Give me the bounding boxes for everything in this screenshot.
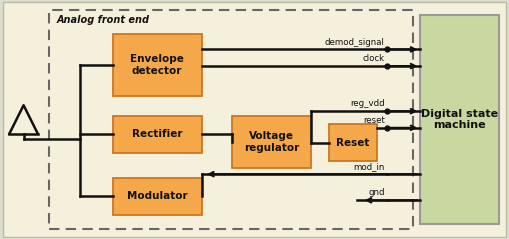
Text: Voltage
regulator: Voltage regulator: [243, 131, 299, 153]
FancyBboxPatch shape: [232, 116, 310, 168]
Text: Analog front end: Analog front end: [56, 15, 149, 25]
Text: Envelope
detector: Envelope detector: [130, 54, 184, 76]
FancyBboxPatch shape: [112, 116, 201, 153]
Text: gnd: gnd: [367, 188, 384, 197]
FancyBboxPatch shape: [3, 2, 505, 237]
FancyBboxPatch shape: [328, 124, 376, 161]
Text: mod_in: mod_in: [353, 162, 384, 171]
FancyBboxPatch shape: [112, 178, 201, 215]
Text: demod_signal: demod_signal: [324, 38, 384, 47]
Text: reset: reset: [362, 116, 384, 125]
Text: clock: clock: [362, 54, 384, 63]
Text: reg_vdd: reg_vdd: [349, 99, 384, 108]
FancyBboxPatch shape: [419, 15, 498, 224]
Text: Modulator: Modulator: [127, 191, 187, 201]
Text: Reset: Reset: [335, 138, 369, 148]
FancyBboxPatch shape: [112, 34, 201, 96]
Text: Digital state
machine: Digital state machine: [420, 109, 497, 130]
Text: Rectifier: Rectifier: [131, 129, 182, 139]
